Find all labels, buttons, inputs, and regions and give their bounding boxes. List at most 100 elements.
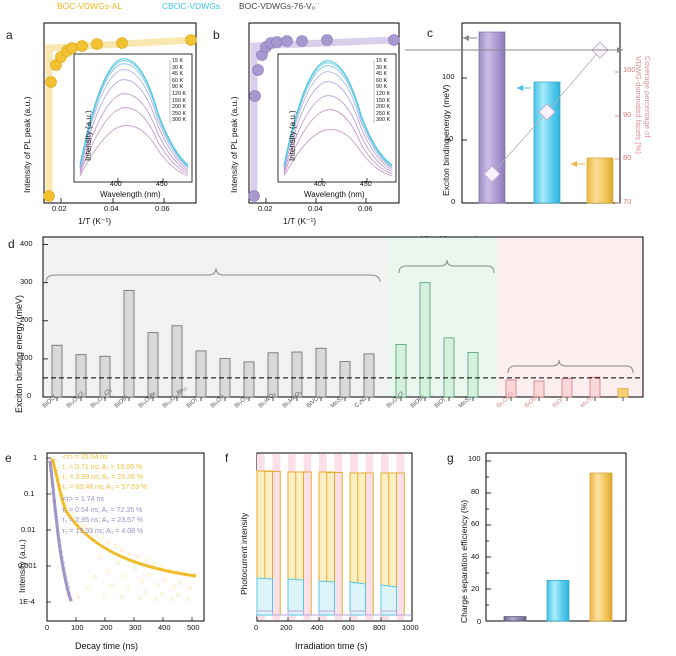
panel-g-ytick-2: 40 bbox=[471, 552, 480, 561]
fit-purple-avg: <τ> = 1.74 ns bbox=[62, 496, 104, 503]
panel-e-scatter-yellow bbox=[50, 456, 196, 601]
panel-e-xtick-2: 200 bbox=[100, 623, 113, 632]
temp-200k: 200 K bbox=[172, 104, 187, 111]
temp-15k: 15 K bbox=[172, 58, 184, 64]
panel-g: g Charge separation efficiency (%) 0 20 … bbox=[442, 445, 676, 656]
panel-f-xtick-5: 1000 bbox=[402, 623, 419, 632]
panel-e-xtick-0: 0 bbox=[45, 623, 50, 632]
panel-g-ytick-4: 80 bbox=[471, 487, 480, 496]
panel-a-plot bbox=[43, 22, 197, 204]
panel-d-ytick-4: 400 bbox=[20, 239, 33, 248]
panel-f-xtick-3: 600 bbox=[342, 623, 355, 632]
temp-15k: 15 K bbox=[376, 58, 388, 64]
legend-item-boc-vdwgs-al: BOC-VDWGs-AL bbox=[57, 1, 123, 11]
panel-c-ytick-2: 100 bbox=[442, 72, 455, 81]
panel-b-plot bbox=[248, 22, 400, 204]
legend-item-cboc-vdwgs: CBOC-VDWGs bbox=[162, 1, 221, 11]
panel-b-inset-xtick-0: 400 bbox=[314, 181, 326, 188]
panel-b-label: b bbox=[213, 28, 220, 42]
panel-e-xtick-4: 400 bbox=[158, 623, 171, 632]
panel-f: f Photocurrent intensity Irradiation tim… bbox=[222, 445, 442, 656]
panel-g-ytick-1: 20 bbox=[471, 584, 480, 593]
panel-g-label: g bbox=[447, 451, 454, 465]
panel-c-plot bbox=[405, 22, 623, 204]
panel-e-fit-yellow bbox=[50, 458, 197, 578]
fit-yellow-t3: τ₃ = 60.46 ns; A₃ = 57.69 % bbox=[62, 484, 148, 491]
panel-e-plot bbox=[46, 452, 205, 622]
panel-e-ytick-2: 0.01 bbox=[21, 525, 36, 534]
panel-c-ytick-0: 0 bbox=[451, 197, 456, 206]
panel-f-xtick-2: 400 bbox=[311, 623, 324, 632]
temp-200k: 200 K bbox=[376, 104, 391, 111]
panel-a-xtick-1: 0.04 bbox=[104, 204, 119, 213]
panel-b-data-points bbox=[248, 34, 400, 202]
panel-d-ytick-1: 100 bbox=[20, 353, 33, 362]
panel-e-fit-purple-text: <τ> = 1.74 ns τ₁ = 0.54 ns; A₁ = 72.35 %… bbox=[62, 495, 143, 537]
panel-e-fit-yellow-text: <τ> = 35.94 ns τ₁ = 0.71 ns; A₁ = 19.05 … bbox=[62, 453, 147, 493]
panel-d: d Exciton binding energy (meV) 0 100 200… bbox=[0, 233, 676, 445]
panel-d-ytick-3: 300 bbox=[20, 277, 33, 286]
panel-f-xtick-0: 0 bbox=[254, 623, 259, 632]
panel-b-xtick-2: 0.06 bbox=[358, 204, 373, 213]
panel-e-xlabel: Decay time (ns) bbox=[75, 641, 139, 651]
temp-30k: 30 K bbox=[376, 64, 388, 71]
temp-250k: 250 K bbox=[172, 110, 187, 117]
panel-a-inset-xtick-1: 450 bbox=[156, 181, 168, 188]
panel-d-ytick-0: 0 bbox=[27, 391, 32, 400]
temp-150k: 150 K bbox=[172, 97, 187, 104]
panel-b-inset-ylabel: Intensity (a.u.) bbox=[288, 110, 297, 161]
panel-e-xtick-5: 500 bbox=[187, 623, 200, 632]
temp-60k: 60 K bbox=[172, 77, 184, 84]
panel-b-inset-xtick-1: 450 bbox=[360, 181, 372, 188]
panel-f-curve-purple bbox=[257, 610, 412, 616]
temp-45k: 45 K bbox=[376, 71, 388, 78]
panel-a-xtick-2: 0.06 bbox=[155, 204, 170, 213]
panel-e: e Intensity (a.u.) Decay time (ns) 1 0.1… bbox=[0, 445, 222, 656]
panel-e-ytick-3: 0.001 bbox=[18, 561, 37, 570]
fit-yellow-t2: τ₂ = 3.99 ns; A₂ = 23.26 % bbox=[62, 474, 143, 481]
panel-f-label: f bbox=[225, 451, 229, 465]
fit-purple-t2: τ₂ = 2.95 ns; A₂ = 23.57 % bbox=[62, 517, 143, 524]
panel-e-ytick-4: 1E-4 bbox=[19, 597, 35, 606]
panel-g-ytick-5: 100 bbox=[468, 454, 481, 463]
panel-b: b Intensity of PL peak (a.u.) 1/T (K⁻¹) … bbox=[205, 18, 405, 233]
panel-a-inset-legend: 15 K 30 K 45 K 60 K 90 K 120 K 150 K 200… bbox=[172, 58, 186, 124]
panel-d-label: d bbox=[8, 237, 15, 251]
panel-a-inset-xlabel: Wavelength (nm) bbox=[100, 190, 161, 199]
panel-b-xtick-1: 0.04 bbox=[308, 204, 323, 213]
panel-c: c Exciton binding energy (meV) 0 50 100 … bbox=[405, 18, 676, 233]
panel-d-ytick-2: 200 bbox=[20, 315, 33, 324]
panel-a-data-points bbox=[43, 34, 197, 202]
panel-c-y2tick-2: 90 bbox=[623, 110, 632, 119]
panel-c-y2tick-3: 100 bbox=[623, 65, 636, 74]
panel-a: a Intensity of PL peak (a.u.) 1/T (K⁻¹) … bbox=[0, 18, 205, 233]
panel-a-label: a bbox=[6, 28, 13, 42]
panel-g-ytick-0: 0 bbox=[477, 617, 482, 626]
temp-60k: 60 K bbox=[376, 77, 388, 84]
panel-a-xtick-0: 0.02 bbox=[52, 204, 67, 213]
panel-a-inset-xtick-0: 400 bbox=[110, 181, 122, 188]
panel-f-plot bbox=[256, 452, 413, 622]
temp-30k: 30 K bbox=[172, 64, 184, 71]
panel-a-xlabel: 1/T (K⁻¹) bbox=[78, 216, 112, 226]
fit-purple-t1: τ₁ = 0.54 ns; A₁ = 72.35 % bbox=[62, 506, 143, 514]
panel-e-fit-purple bbox=[48, 460, 73, 602]
figure-legend: BOC-VDWGs-AL CBOC-VDWGs BOC-VDWGs-76-Vₒ˙… bbox=[57, 1, 347, 13]
temp-300k: 300 K bbox=[376, 117, 391, 124]
panel-g-bars bbox=[503, 472, 613, 622]
panel-b-xlabel: 1/T (K⁻¹) bbox=[283, 216, 317, 226]
panel-d-plot bbox=[42, 236, 644, 401]
panel-c-pointer-arrows bbox=[405, 35, 623, 167]
panel-c-y2tick-0: 70 bbox=[623, 197, 632, 206]
panel-b-xtick-0: 0.02 bbox=[258, 204, 273, 213]
temp-90k: 90 K bbox=[376, 84, 388, 91]
fit-yellow-t1: τ₁ = 0.71 ns; A₁ = 19.05 % bbox=[62, 464, 143, 471]
panel-e-xtick-3: 300 bbox=[129, 623, 142, 632]
panel-g-plot bbox=[485, 452, 627, 622]
temp-150k: 150 K bbox=[376, 97, 391, 104]
fit-purple-t3: τ₃ = 15.93 ns; A₃ = 4.08 % bbox=[62, 527, 144, 535]
temp-45k: 45 K bbox=[172, 71, 184, 78]
temp-120k: 120 K bbox=[172, 90, 187, 97]
panel-g-ytick-3: 60 bbox=[471, 519, 480, 528]
